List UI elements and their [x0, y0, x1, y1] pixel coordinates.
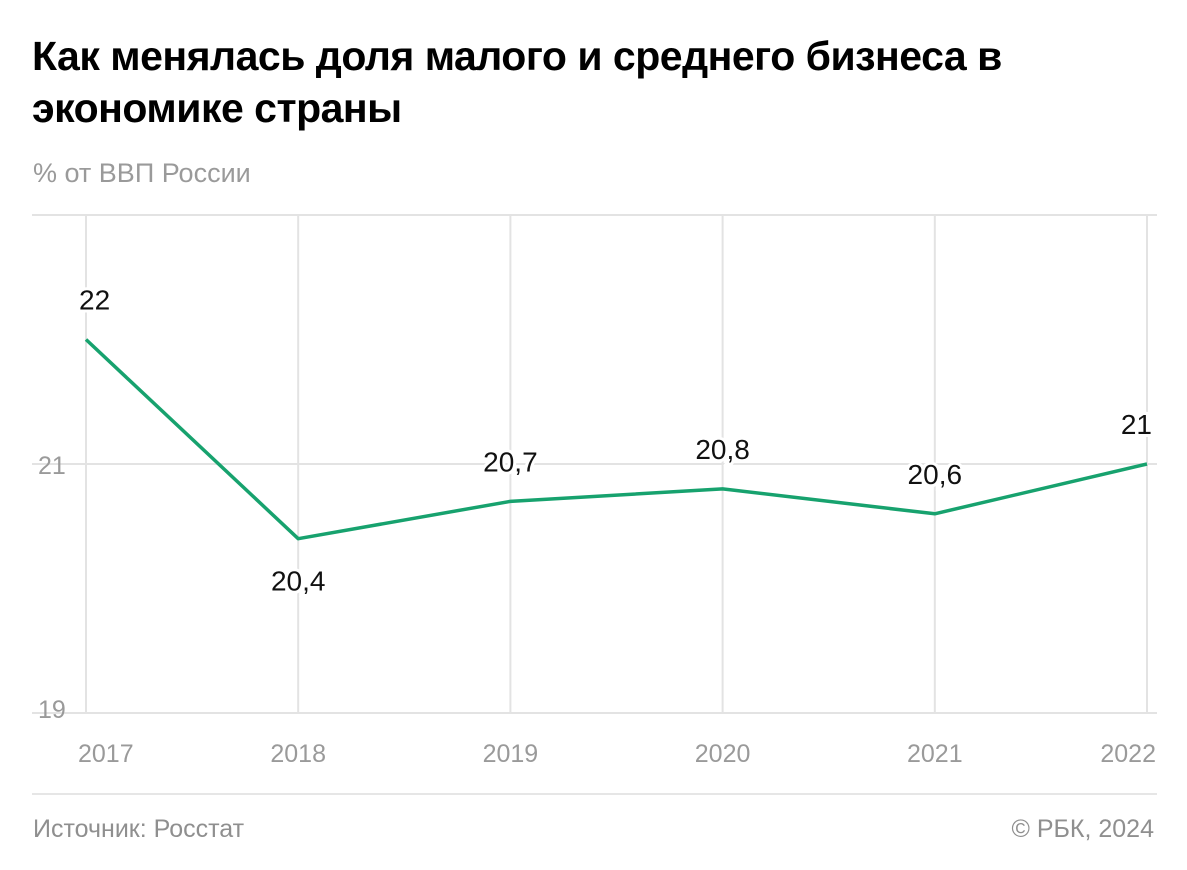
data-label: 21	[1121, 409, 1152, 440]
x-tick-label: 2019	[483, 740, 539, 768]
x-tick-label: 2022	[1100, 740, 1156, 768]
data-label: 22	[79, 285, 110, 316]
data-line	[84, 338, 1148, 541]
data-label: 20,4	[271, 566, 326, 597]
x-tick-label: 2018	[270, 740, 326, 768]
data-label: 20,8	[695, 434, 750, 465]
source-note: Источник: Росстат	[33, 815, 245, 843]
data-label: 20,7	[483, 446, 538, 477]
y-tick-label: 19	[38, 696, 66, 724]
x-tick-label: 2017	[78, 740, 134, 768]
footer-divider	[32, 793, 1157, 795]
x-tick-label: 2021	[907, 740, 963, 768]
copyright: © РБК, 2024	[1011, 815, 1154, 843]
data-label: 20,6	[908, 459, 963, 490]
x-tick-label: 2020	[695, 740, 751, 768]
chart-title: Как менялась доля малого и среднего бизн…	[32, 33, 1002, 131]
chart-subtitle: % от ВВП России	[33, 158, 251, 188]
y-tick-label: 21	[38, 452, 66, 480]
